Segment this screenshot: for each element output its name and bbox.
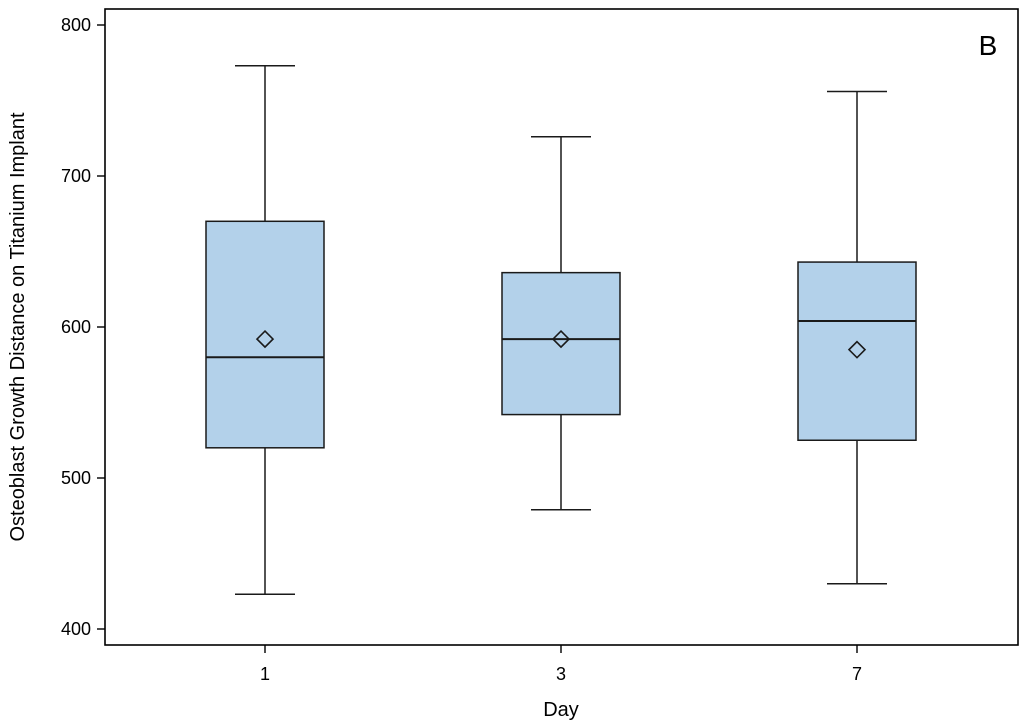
panel-label: B [979,30,998,61]
y-axis: 400 500 600 700 800 [61,15,105,639]
y-axis-title: Osteoblast Growth Distance on Titanium I… [7,112,29,542]
y-tick-label: 400 [61,619,91,639]
x-tick-label: 7 [852,664,862,684]
y-tick-label: 600 [61,317,91,337]
mean-marker [847,340,867,359]
iqr-box [797,261,917,441]
mean-marker [255,329,275,349]
iqr-box [205,220,325,449]
y-tick-label: 700 [61,166,91,186]
x-axis: 1 3 7 [260,645,862,684]
y-tick-label: 500 [61,468,91,488]
x-tick-label: 3 [556,664,566,684]
x-tick-label: 1 [260,664,270,684]
box-day-1 [205,65,325,596]
x-axis-title: Day [543,699,579,721]
mean-marker [551,329,571,349]
iqr-box [501,271,621,416]
y-tick-label: 800 [61,15,91,35]
box-day-3 [501,135,621,511]
box-day-7 [797,90,917,585]
box-series [205,65,917,596]
